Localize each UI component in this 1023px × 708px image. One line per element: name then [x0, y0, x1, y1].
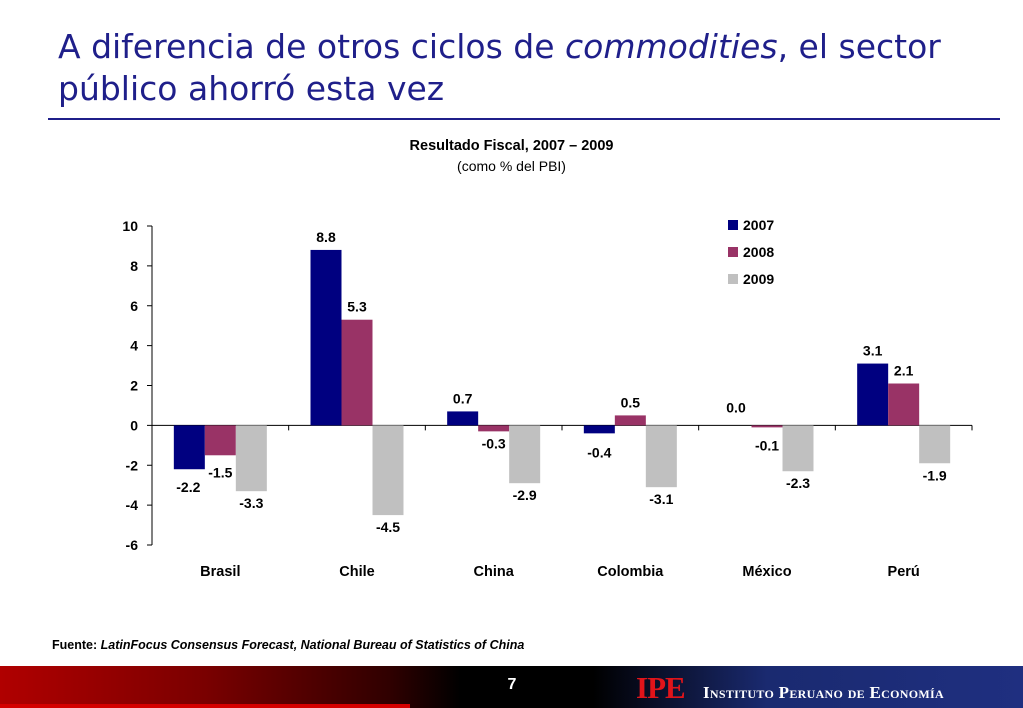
data-label: 3.1	[863, 343, 883, 359]
title-italic: commodities	[565, 27, 778, 66]
data-label: -1.5	[208, 464, 232, 480]
data-label: 0.7	[453, 390, 473, 406]
bar-2009-colombia	[645, 425, 677, 488]
x-category-label: Brasil	[200, 564, 240, 580]
chart-title: Resultado Fiscal, 2007 – 2009	[409, 138, 614, 154]
data-label: -2.2	[176, 479, 200, 495]
ipe-logo-mark: IPE	[636, 670, 686, 705]
x-category-label: México	[742, 564, 791, 580]
data-label: 5.3	[347, 299, 367, 315]
data-label: -0.1	[755, 437, 779, 453]
y-tick-label: 8	[130, 258, 138, 274]
ipe-logo-name: Instituto Peruano de Economía	[703, 683, 944, 702]
bar-chart: 10 8 6 4 2 0 -2 -4 -6 -2.2 -1.5 -3.3 Brasil 8.8 5.3 -4.…	[122, 217, 973, 580]
data-label: -3.1	[649, 491, 673, 507]
data-label: -3.3	[239, 495, 263, 511]
bar-2007-chile	[310, 249, 342, 426]
bar-2007-perú	[857, 363, 889, 426]
y-tick-label: 0	[130, 417, 138, 433]
source-note: Fuente: LatinFocus Consensus Forecast, N…	[52, 638, 524, 652]
data-label: -1.9	[923, 467, 947, 483]
legend-label: 2009	[743, 271, 774, 287]
legend-label: 2007	[743, 217, 774, 233]
y-tick-label: -6	[126, 537, 139, 553]
legend-label: 2008	[743, 244, 774, 260]
legend-swatch-2009	[728, 274, 738, 284]
x-category-label: Perú	[888, 564, 920, 580]
y-tick-label: 10	[122, 218, 138, 234]
bar-2009-brasil	[235, 425, 267, 492]
footer-bar	[0, 666, 1023, 708]
title-part-1: A diferencia de otros ciclos de	[58, 27, 566, 66]
data-label: -0.3	[482, 435, 506, 451]
title-part-2: , el sector público ahorró esta vez	[58, 27, 941, 108]
y-tick-label: 6	[130, 298, 138, 314]
footer-red-band	[0, 704, 410, 708]
data-label: 0.0	[726, 399, 746, 415]
data-label: 8.8	[316, 229, 336, 245]
bar-2008-chile	[341, 319, 373, 426]
chart-subtitle: (como % del PBI)	[457, 158, 566, 174]
data-label: 2.1	[894, 363, 914, 379]
slide-title: A diferencia de otros ciclos de commodit…	[58, 26, 988, 110]
bar-2008-méxico	[751, 425, 783, 428]
y-tick-label: -2	[126, 457, 139, 473]
bar-2008-perú	[888, 383, 920, 426]
y-tick-label: 2	[130, 378, 138, 394]
bar-2007-brasil	[173, 425, 205, 470]
bar-2009-méxico	[782, 425, 814, 472]
x-category-label: Chile	[339, 564, 374, 580]
data-label: -2.9	[513, 487, 537, 503]
data-label: 0.5	[621, 394, 641, 410]
bar-2009-china	[509, 425, 541, 484]
y-tick-label: -4	[126, 497, 139, 513]
y-tick-label: 4	[130, 338, 138, 354]
bar-2009-perú	[919, 425, 951, 464]
bar-2009-chile	[372, 425, 404, 516]
source-label: Fuente:	[52, 638, 101, 652]
bar-2008-colombia	[614, 415, 646, 426]
page-number: 7	[507, 676, 517, 693]
legend-swatch-2008	[728, 247, 738, 257]
bar-2007-colombia	[583, 425, 615, 434]
bar-2008-brasil	[204, 425, 236, 456]
title-divider	[48, 118, 1000, 120]
source-text: LatinFocus Consensus Forecast, National …	[100, 638, 525, 652]
x-category-label: Colombia	[597, 564, 664, 580]
data-label: -2.3	[786, 475, 810, 491]
bar-2007-china	[447, 411, 479, 426]
legend-swatch-2007	[728, 220, 738, 230]
data-label: -4.5	[376, 519, 400, 535]
data-label: -0.4	[587, 444, 611, 460]
bar-2008-china	[478, 425, 510, 432]
x-category-label: China	[474, 564, 515, 580]
